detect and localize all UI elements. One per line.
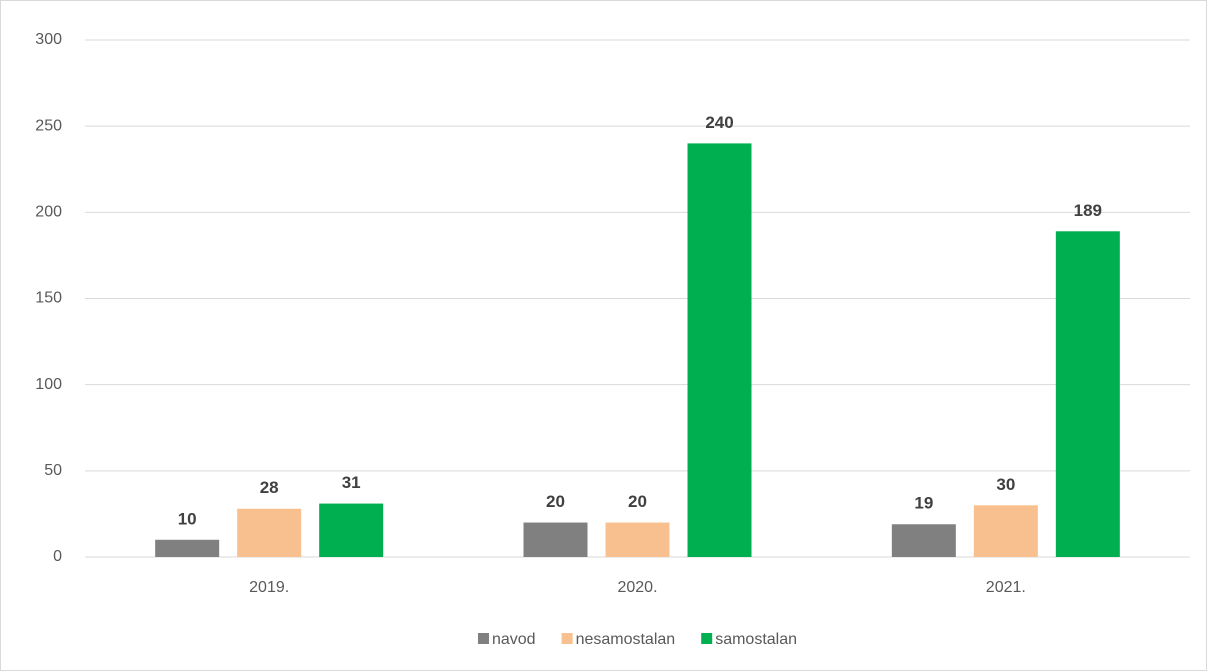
y-tick-label: 150 — [35, 290, 62, 307]
y-tick-label: 300 — [35, 31, 62, 48]
legend-label: nesamostalan — [576, 631, 676, 648]
x-tick-label: 2021. — [986, 579, 1026, 596]
legend-swatch — [477, 633, 489, 644]
bar — [973, 505, 1038, 557]
y-tick-label: 0 — [53, 548, 62, 565]
x-tick-label: 2019. — [249, 579, 289, 596]
data-label: 28 — [260, 478, 279, 497]
legend-swatch — [701, 633, 713, 644]
bar — [605, 522, 670, 557]
y-tick-label: 50 — [44, 462, 62, 479]
bar — [237, 508, 302, 557]
data-label: 20 — [628, 492, 647, 511]
bar — [155, 539, 220, 557]
data-label: 31 — [342, 473, 361, 492]
data-label: 189 — [1074, 201, 1102, 220]
x-tick-label: 2020. — [617, 579, 657, 596]
y-tick-label: 100 — [35, 376, 62, 393]
bar — [687, 143, 752, 557]
bar — [1055, 231, 1120, 558]
legend-label: navod — [492, 631, 536, 648]
bar — [319, 503, 384, 557]
data-label: 20 — [546, 492, 565, 511]
bar — [523, 522, 588, 557]
data-label: 10 — [178, 509, 197, 528]
data-label: 240 — [705, 113, 733, 132]
legend-swatch — [561, 633, 573, 644]
legend-label: samostalan — [715, 631, 797, 648]
bar — [891, 524, 956, 557]
y-tick-label: 250 — [35, 117, 62, 134]
data-label: 30 — [996, 475, 1015, 494]
data-label: 19 — [914, 494, 933, 513]
y-tick-label: 200 — [35, 204, 62, 221]
